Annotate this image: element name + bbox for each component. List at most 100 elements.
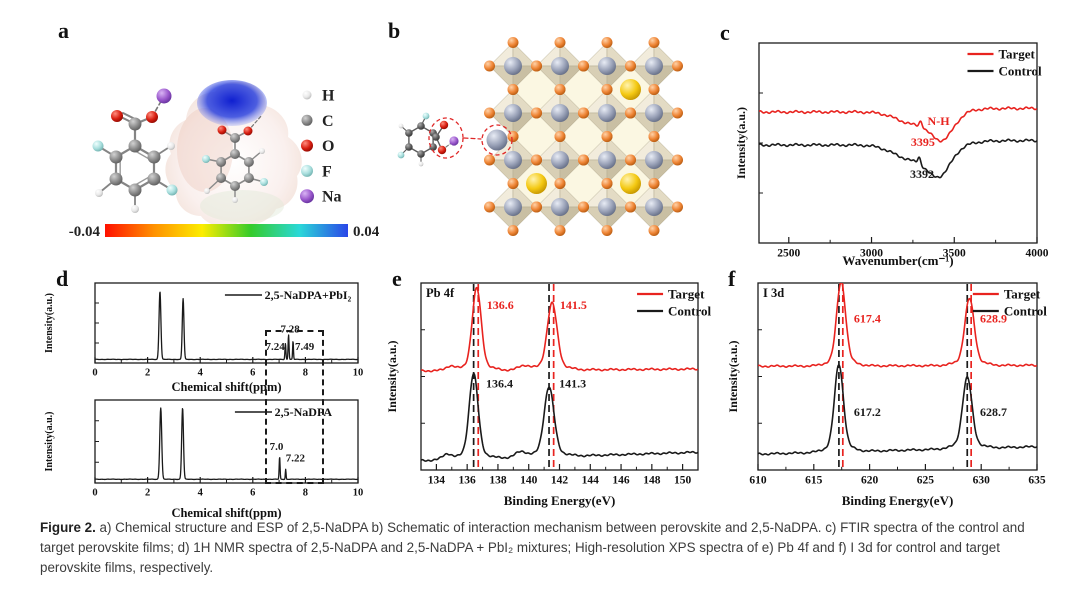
chart-text: Control — [999, 64, 1042, 79]
atom-sphere — [166, 184, 178, 196]
pb-sphere — [551, 104, 569, 122]
panel-b-perovskite-schematic — [374, 10, 696, 262]
bond-line — [134, 150, 151, 161]
chart-text: 138 — [489, 475, 507, 487]
chart-text: Intensity(a.u.) — [44, 293, 55, 353]
iodide-sphere — [578, 60, 589, 72]
chart-text: 4 — [198, 368, 204, 379]
atom-sphere — [109, 150, 123, 164]
pb-sphere — [645, 198, 663, 216]
iodide-sphere — [672, 107, 683, 119]
legend-atom-f — [301, 164, 313, 177]
atom-sphere — [156, 88, 172, 104]
chart-text: Control — [668, 304, 711, 319]
atom-sphere — [230, 149, 240, 159]
iodide-sphere — [601, 178, 613, 189]
peak-annotation: 7.28 — [281, 324, 301, 336]
panel-d-nmr-charts: 0 2 4 6 8 10 7.24 7.28 7.49 2,5-NaDPA+PbI₂ Chemica… — [40, 262, 385, 520]
peak-annotation: 7.22 — [286, 452, 306, 464]
atom-sphere — [243, 126, 253, 136]
iodide-sphere — [484, 154, 495, 166]
atom-sphere — [417, 150, 425, 158]
2,5-NaDPA+PbI₂-curve — [95, 291, 358, 361]
chart-text: Pb 4f — [426, 286, 455, 300]
legend-label-na: Na — [322, 189, 342, 206]
chart-text: 140 — [520, 475, 538, 487]
chart-text: 150 — [674, 475, 692, 487]
peak-annotation: 141.3 — [559, 377, 586, 391]
iodide-sphere — [648, 178, 660, 189]
iodide-sphere — [672, 60, 683, 72]
panel-letter-e: e — [392, 266, 402, 291]
chart-text: 136 — [459, 475, 477, 487]
chart-text: 610 — [749, 475, 767, 487]
atom-sphere — [422, 112, 430, 120]
iodide-sphere — [625, 60, 636, 72]
legend-label-h: H — [322, 88, 335, 105]
pb-sphere — [598, 198, 616, 216]
Control-curve — [421, 372, 698, 462]
iodide-sphere — [531, 60, 542, 72]
atom-sphere — [146, 111, 158, 123]
panel-letter-a: a — [58, 18, 69, 43]
iodide-sphere — [507, 84, 519, 95]
interaction-circle-molecule — [428, 117, 464, 159]
iodide-sphere — [601, 84, 613, 95]
panel-e-xps-pb4f-chart: 134 136 138 140 142 144 146 148 150 136.6 141.5 136… — [385, 262, 726, 508]
iodide-sphere — [625, 154, 636, 166]
chart-text: Binding Energy(eV) — [504, 493, 616, 508]
iodide-sphere — [601, 225, 613, 236]
atom-sphere — [405, 129, 413, 137]
atom-sphere — [398, 123, 404, 129]
iodide-sphere — [648, 131, 660, 142]
iodide-sphere — [601, 37, 613, 48]
atom-sphere — [417, 122, 425, 130]
chart-text: 0 — [92, 488, 97, 499]
chart-text: 4000 — [1026, 248, 1049, 260]
legend-atom-o — [301, 139, 313, 152]
iodide-sphere — [554, 225, 566, 236]
peak-annotation: 141.5 — [560, 298, 587, 312]
chart-text: 0 — [92, 368, 97, 379]
atom-sphere — [111, 110, 123, 122]
chart-text: 4 — [198, 488, 204, 499]
iodide-sphere — [531, 107, 542, 119]
atom-sphere — [92, 140, 104, 152]
iodide-sphere — [554, 131, 566, 142]
atom-sphere — [260, 178, 268, 186]
iodide-sphere — [601, 131, 613, 142]
iodide-sphere — [484, 107, 495, 119]
chart-text: 10 — [353, 488, 364, 499]
iodide-sphere — [484, 201, 495, 213]
chart-text: 8 — [303, 368, 308, 379]
xpsi-chart: 610 615 620 625 630 635 617.4 628.9 617.2 628.7 I … — [726, 282, 1047, 508]
legend-atom-h — [302, 90, 312, 100]
chart-text: 615 — [805, 475, 823, 487]
iodide-sphere — [672, 154, 683, 166]
chart-text: 10 — [353, 368, 364, 379]
iodide-sphere — [648, 84, 660, 95]
legend-label-c: C — [322, 113, 334, 130]
chart-text: 630 — [973, 475, 991, 487]
chart-text: 134 — [428, 475, 446, 487]
peak-annotation: 3392 — [910, 167, 934, 181]
legend-atom-na — [300, 189, 314, 204]
Target-curve — [759, 106, 1037, 143]
esp-green-region — [200, 190, 284, 222]
chart-text: Target — [668, 287, 705, 302]
fa-cation-sphere — [486, 129, 508, 151]
chart-text: 635 — [1028, 475, 1046, 487]
chart-text: 3500 — [943, 248, 966, 260]
atom-sphere — [216, 173, 227, 183]
esp-colorbar — [105, 224, 348, 237]
chart-text: 2,5-NaDPA — [275, 405, 333, 419]
chart-text: 2,5-NaDPA+PbI₂ — [265, 288, 352, 302]
nmr-bottom-subplot: 0 2 4 6 8 10 7.0 7.22 2,5-NaDPA Chemical shift(pp… — [40, 396, 385, 525]
chart-text: 3000 — [860, 248, 883, 260]
plot-frame — [758, 42, 1038, 244]
chart-text: I 3d — [763, 286, 784, 300]
iodide-sphere — [484, 60, 495, 72]
atom-sphere — [202, 155, 210, 163]
peak-annotation: 3395 — [911, 135, 935, 149]
